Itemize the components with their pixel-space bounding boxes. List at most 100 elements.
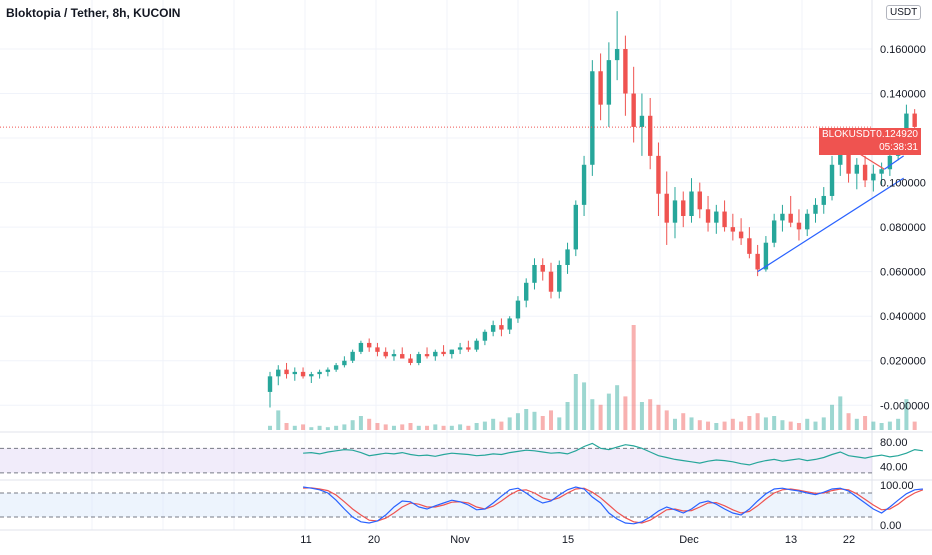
volume-bar (863, 416, 868, 430)
candle-body (565, 249, 570, 265)
volume-bar (656, 404, 661, 430)
candle-body (879, 169, 884, 174)
volume-bar (730, 418, 735, 430)
volume-bar (714, 423, 719, 430)
candle-body (441, 351, 446, 355)
volume-bar (301, 424, 306, 430)
volume-bar (912, 421, 917, 430)
volume-bar (400, 424, 405, 430)
volume-bar (896, 418, 901, 430)
volume-bar (639, 402, 644, 430)
candle-body (416, 354, 421, 363)
volume-bar (846, 413, 851, 430)
candle-body (557, 264, 562, 292)
volume-bar (672, 418, 677, 430)
volume-bar (664, 410, 669, 430)
volume-bar (904, 399, 909, 430)
volume-bar (441, 425, 446, 430)
volume-bar (268, 425, 272, 430)
volume-bar (276, 410, 281, 430)
candle-body (829, 164, 835, 196)
volume-bar (606, 393, 611, 430)
trendline (884, 155, 904, 170)
oscillator-tick-label: 0.00 (880, 520, 901, 532)
volume-bar (747, 416, 752, 430)
candle-body (796, 222, 802, 230)
oscillator-band (0, 448, 872, 473)
volume-bar (739, 421, 744, 430)
price-tag-countdown: 05:38:31 (879, 142, 918, 153)
volume-bar (648, 399, 653, 430)
time-tick-label: Dec (679, 534, 699, 546)
trendline (757, 177, 904, 273)
currency-button[interactable]: USDT (886, 5, 922, 20)
candle-body (474, 340, 479, 350)
candle-body (532, 264, 537, 283)
volume-bar (325, 427, 330, 430)
price-tick-label: 0.080000 (880, 222, 926, 234)
candle-body (689, 191, 694, 216)
volume-bar (292, 425, 297, 430)
volume-bar (788, 421, 793, 430)
stoch-pane: 100.00 0.00 (0, 480, 924, 532)
candle-body (606, 60, 612, 105)
time-tick-label: 13 (785, 534, 797, 546)
candle-body (408, 358, 413, 363)
candle-body (375, 347, 380, 352)
candle-body (672, 200, 678, 223)
candle-body (813, 204, 818, 214)
volume-bar (433, 424, 438, 430)
candle-body (342, 360, 347, 366)
volume-bar (689, 417, 694, 430)
candle-body (598, 71, 603, 105)
oscillator-tick-label: 100.00 (880, 480, 914, 492)
volume-bar (524, 409, 529, 430)
volume-bar (507, 417, 512, 430)
volume-bar (482, 421, 487, 430)
candle-body (383, 351, 388, 357)
candle-body (449, 349, 455, 355)
candle-body (524, 282, 529, 301)
candle-body (573, 204, 579, 250)
volume-bar (317, 425, 322, 430)
candle-body (854, 164, 860, 174)
price-tick-label: 0.140000 (880, 89, 926, 101)
rsi-line (303, 442, 923, 466)
candle-body (614, 48, 620, 61)
candle-body (515, 300, 521, 319)
volume-bar (722, 421, 727, 430)
time-axis: 11 20 Nov 15 Dec 13 22 (300, 534, 855, 546)
price-tick-label: -0.000000 (880, 400, 930, 412)
candle-body (300, 371, 306, 377)
volume-bar (615, 385, 620, 430)
volume-bar (416, 425, 421, 430)
time-tick-label: 20 (368, 534, 380, 546)
candle-body (317, 371, 322, 375)
candle-body (730, 227, 736, 232)
candle-body (466, 347, 471, 350)
volume-bar (830, 404, 835, 430)
time-tick-label: 15 (562, 534, 574, 546)
oscillator-tick-label: 80.00 (880, 437, 908, 449)
volume-bar (805, 418, 810, 430)
volume-bar (408, 423, 413, 430)
candle-body (788, 213, 793, 223)
candle-body (631, 93, 636, 127)
volume-bar (706, 421, 711, 430)
candle-body (309, 374, 314, 377)
volume-bar (284, 423, 289, 430)
candle-body (540, 264, 545, 272)
price-tag-value: 0.124920 (876, 129, 918, 140)
candle-body (457, 347, 463, 350)
candle-body (590, 71, 595, 165)
volume-bar (474, 423, 479, 430)
candle-body (267, 376, 273, 392)
chart-title: Bloktopia / Tether, 8h, KUCOIN (6, 6, 181, 20)
volume-bar (780, 420, 785, 430)
price-tag-symbol: BLOKUSDT (822, 129, 876, 140)
price-axis: 0.160000 0.140000 0.100000 0.080000 0.060000… (880, 44, 930, 412)
grid (0, 0, 932, 531)
candle-body (664, 193, 669, 223)
volume-bar (763, 417, 768, 430)
